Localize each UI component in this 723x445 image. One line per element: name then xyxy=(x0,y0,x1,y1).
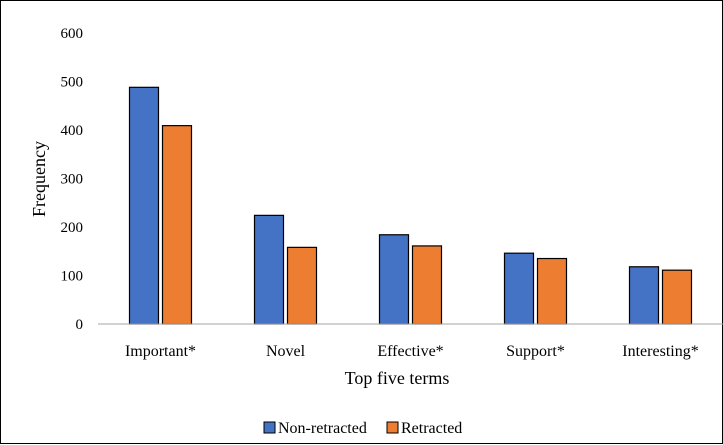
legend: Non-retracted Retracted xyxy=(263,420,462,437)
legend-swatch xyxy=(386,421,399,434)
bar-non-retracted-interesting xyxy=(628,266,660,325)
bars xyxy=(128,86,693,325)
bar-retracted-support xyxy=(536,257,568,325)
x-tick-label: Important* xyxy=(125,343,196,360)
x-tick-label: Novel xyxy=(266,343,306,360)
y-tick-label: 100 xyxy=(61,269,84,285)
x-axis: Important* Novel Effective* Support* Interes… xyxy=(98,323,723,360)
bar-non-retracted-important xyxy=(128,86,160,325)
legend-swatch xyxy=(263,421,276,434)
x-tick-label: Support* xyxy=(506,343,565,360)
bar-non-retracted-novel xyxy=(253,214,285,325)
y-tick-label: 500 xyxy=(61,75,84,91)
y-tick-label: 200 xyxy=(61,220,84,236)
bar-non-retracted-effective xyxy=(378,234,410,325)
x-tick-label: Effective* xyxy=(377,343,443,360)
y-tick-label: 600 xyxy=(61,26,84,42)
y-tick-label: 400 xyxy=(61,123,84,139)
x-tick-label: Interesting* xyxy=(622,343,698,360)
legend-label: Non-retracted xyxy=(278,420,367,437)
bar-retracted-effective xyxy=(411,245,443,325)
bar-retracted-interesting xyxy=(661,269,693,325)
legend-label: Retracted xyxy=(401,420,462,437)
y-tick-label: 300 xyxy=(61,172,84,188)
bar-non-retracted-support xyxy=(503,252,535,325)
y-axis: 0 100 200 300 400 500 600 xyxy=(61,26,84,333)
y-tick-label: 0 xyxy=(76,317,84,333)
x-axis-title: Top five terms xyxy=(345,368,450,388)
bar-retracted-important xyxy=(161,125,193,325)
bar-retracted-novel xyxy=(286,246,318,325)
y-axis-title: Frequency xyxy=(29,141,49,217)
